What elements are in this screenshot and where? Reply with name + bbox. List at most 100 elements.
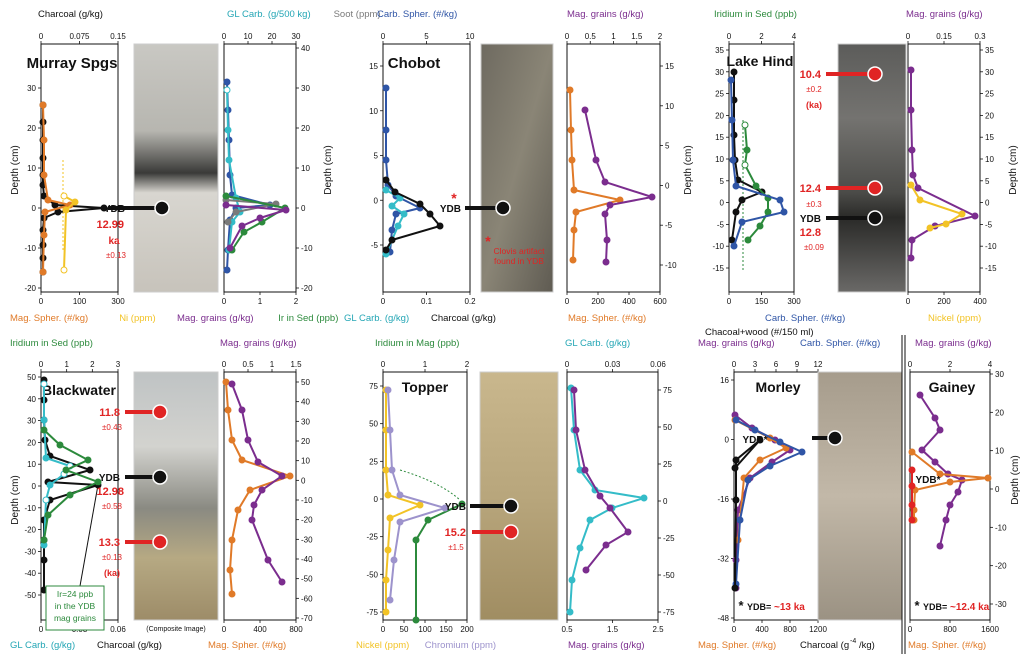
- soot-point: [225, 219, 231, 225]
- y-tick-label: 30: [985, 68, 994, 77]
- charcoal-point: [389, 237, 395, 243]
- y-tick-label: 0: [720, 199, 725, 208]
- chromium-point: [397, 492, 403, 498]
- y-tick-label: -50: [663, 571, 675, 580]
- soot-point: [233, 209, 239, 215]
- ir-sed-point: [85, 457, 91, 463]
- mag-spher-point: [569, 157, 575, 163]
- mag-spher-point: [41, 137, 47, 143]
- x-tick-label: 0: [565, 360, 570, 369]
- x-tick-label: 0: [39, 360, 44, 369]
- bottom-axis-label: GL Carb. (g/kg): [10, 640, 75, 651]
- charcoal-point: [383, 247, 389, 253]
- charcoal-point: [41, 557, 47, 563]
- mag-grains-point: [908, 107, 914, 113]
- x-tick-label: 0: [906, 297, 911, 306]
- y-tick-label: 30: [301, 84, 310, 93]
- gl-carb-line: [570, 388, 644, 612]
- mag-spher-point: [229, 537, 235, 543]
- x-tick-label: 0: [732, 360, 737, 369]
- bottom-axis-label: Chacoal+wood (#/150 ml): [705, 327, 814, 338]
- x-tick-label: 0: [381, 297, 386, 306]
- x-tick-label: 100: [418, 625, 432, 634]
- top-axis-label: Iridium in Sed (ppb): [714, 9, 797, 20]
- mag-spher-point: [41, 232, 47, 238]
- bottom-axis-label: /kg): [859, 640, 875, 651]
- footnote-value: ~13 ka: [774, 602, 805, 613]
- x-tick-label: 0: [381, 360, 386, 369]
- ydb-pin-head: [828, 431, 842, 445]
- carb-spher-point: [224, 79, 230, 85]
- nickel-point: [387, 515, 393, 521]
- ydb-label: YDB*: [742, 435, 767, 446]
- carb-spher-point: [383, 157, 389, 163]
- ni-point: [61, 267, 67, 273]
- carb-spher-point: [728, 77, 734, 83]
- y-tick-label: 25: [985, 90, 994, 99]
- ir-sed-line: [745, 125, 768, 240]
- y-tick-label: 15: [715, 133, 724, 142]
- bottom-axis-label: -4: [850, 638, 856, 645]
- y-tick-label: 25: [715, 90, 724, 99]
- mag-grains-point: [279, 473, 285, 479]
- bottom-axis-label: Ni (ppm): [119, 313, 155, 324]
- y-tick-label: 20: [301, 437, 310, 446]
- chromium-point: [387, 427, 393, 433]
- ydb-label: YDB*: [915, 475, 940, 486]
- x-tick-label: 0: [565, 32, 570, 41]
- ydb-label: YDB: [99, 473, 120, 484]
- y-tick-label: 40: [301, 398, 310, 407]
- date-value: 12.98: [96, 486, 124, 498]
- note-arrow: [80, 485, 98, 586]
- site-name: Gainey: [929, 379, 976, 395]
- y-tick-label: -40: [24, 569, 36, 578]
- gl-carb-point: [41, 381, 47, 387]
- date-value: 13.3: [99, 537, 120, 549]
- mag-spher-point: [45, 197, 51, 203]
- date-1-pin-head: [868, 67, 882, 81]
- mag-spher-point: [567, 87, 573, 93]
- y-tick-label: -25: [366, 533, 378, 542]
- site-name: Murray Spgs: [27, 55, 118, 72]
- site-name: Lake Hind: [727, 53, 794, 69]
- y-tick-label: -48: [717, 614, 729, 623]
- x-tick-label: 10: [466, 32, 475, 41]
- y-tick-label: -16: [717, 495, 729, 504]
- mag-grains-point: [593, 157, 599, 163]
- y-tick-label: -10: [24, 244, 36, 253]
- ir-sed-point: [745, 237, 751, 243]
- date-err: ±0.43: [102, 423, 123, 432]
- gl-carb-point: [395, 223, 401, 229]
- y-tick-label: 30: [715, 68, 724, 77]
- chobot-plot-right: [567, 44, 660, 292]
- x-tick-label: 20: [268, 32, 277, 41]
- x-tick-label: 0.03: [605, 360, 621, 369]
- y-tick-label: 40: [27, 395, 36, 404]
- date-1-pin-head: [504, 525, 518, 539]
- ir-sed-point: [744, 147, 750, 153]
- mag-grains-point: [919, 447, 925, 453]
- site-photo: [818, 372, 902, 620]
- x-tick-label: 3: [116, 360, 121, 369]
- gl-carb-point: [225, 127, 231, 133]
- y-tick-label: -50: [366, 570, 378, 579]
- chromium-point: [391, 557, 397, 563]
- y-tick-label: -20: [24, 526, 36, 535]
- mag-grains-point: [908, 67, 914, 73]
- y-tick-label: 30: [27, 417, 36, 426]
- date-1-pin-head: [153, 405, 167, 419]
- mag-grains-line: [911, 70, 975, 258]
- mag-spher-point: [247, 487, 253, 493]
- mag-grains-point: [223, 202, 229, 208]
- y-tick-label: 0: [995, 485, 1000, 494]
- charcoal-point: [733, 497, 739, 503]
- y-tick-label: -15: [985, 264, 997, 273]
- mag-grains-point: [255, 459, 261, 465]
- y-tick-label: 10: [715, 155, 724, 164]
- mag-grains-point: [937, 427, 943, 433]
- mag-spher-point: [985, 475, 991, 481]
- charcoal-wood-point: [733, 209, 739, 215]
- y-tick-label: 10: [27, 460, 36, 469]
- y-tick-label: 0: [301, 476, 306, 485]
- ir-sed-point: [765, 209, 771, 215]
